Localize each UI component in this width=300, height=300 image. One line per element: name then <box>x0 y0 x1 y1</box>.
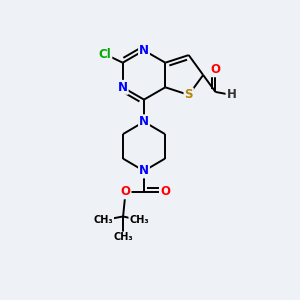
Text: O: O <box>121 185 130 198</box>
Text: N: N <box>139 44 149 57</box>
Text: O: O <box>210 63 220 76</box>
Text: S: S <box>184 88 193 101</box>
Text: N: N <box>118 81 128 94</box>
Text: Cl: Cl <box>99 48 111 61</box>
Text: N: N <box>139 164 149 177</box>
Text: CH₃: CH₃ <box>129 215 149 225</box>
Text: N: N <box>139 115 149 128</box>
Text: O: O <box>160 185 170 198</box>
Text: H: H <box>226 88 236 101</box>
Text: CH₃: CH₃ <box>113 232 133 242</box>
Text: CH₃: CH₃ <box>94 215 113 225</box>
